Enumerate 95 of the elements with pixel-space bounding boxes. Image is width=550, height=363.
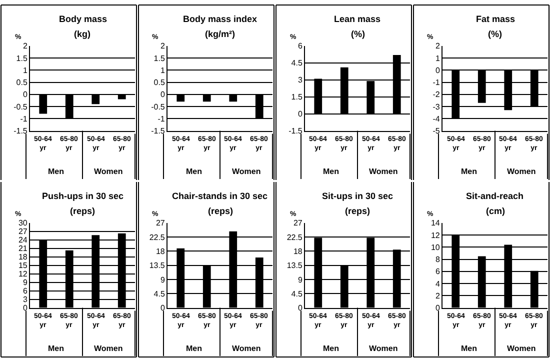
y-tick-label: -1.5 (151, 126, 166, 136)
text: Women (369, 344, 398, 353)
y-tick-label: 1.5 (291, 92, 303, 102)
y-tick-label: 8 (435, 255, 440, 264)
text: Men (461, 167, 478, 176)
text: Women (94, 344, 123, 353)
y-tick-label: 24 (18, 236, 28, 245)
text: Women (507, 167, 536, 176)
y-tick-label: 10 (430, 242, 440, 252)
y-tick-label: 0.5 (16, 78, 28, 88)
chart-title: Body mass (59, 14, 108, 24)
text: Women (94, 167, 123, 176)
chart-subtitle: (reps) (208, 206, 234, 216)
y-tick-label: 12 (430, 230, 440, 240)
y-tick-label: 0 (22, 90, 28, 100)
y-tick-label: 0 (435, 304, 440, 313)
y-tick-label: 1 (22, 66, 28, 75)
chart-subtitle: (%) (488, 29, 502, 39)
chart-title: Push-ups in 30 sec (42, 191, 124, 201)
y-tick-label: 9 (298, 275, 303, 284)
chart-subtitle: (cm) (486, 206, 506, 216)
chart-title: Lean mass (334, 14, 381, 24)
y-tick-label: 27 (18, 227, 28, 236)
y-tick-label: 0 (160, 90, 166, 100)
y-tick-label: -1 (432, 78, 440, 88)
y-tick-label: -2 (432, 90, 440, 100)
y-tick-label: 22.5 (286, 232, 303, 242)
y-tick-label: 18 (293, 247, 303, 256)
y-tick-label: 6 (298, 42, 303, 51)
y-tick-label: -1.5 (288, 126, 303, 136)
y-tick-label: 1.5 (16, 54, 28, 63)
y-tick-label: 4.5 (291, 58, 303, 68)
y-tick-label: 6 (22, 286, 28, 296)
y-tick-label: 9 (22, 278, 28, 288)
y-tick-label: 1 (435, 54, 440, 63)
y-tick-label: 9 (160, 275, 166, 284)
y-tick-label: 0.5 (154, 78, 166, 88)
y-tick-label: 3 (22, 295, 28, 304)
y-tick-label: 15 (18, 261, 28, 270)
y-tick-label: -0.5 (14, 102, 28, 112)
y-tick-label: 0 (22, 304, 28, 313)
y-tick-label: -1 (158, 114, 166, 124)
y-tick-label: 14 (430, 218, 440, 228)
y-tick-label: 27 (293, 218, 303, 228)
y-tick-label: -5 (432, 126, 440, 136)
y-tick-label: 30 (18, 218, 28, 228)
chart-subtitle: (kg/m²) (205, 29, 235, 39)
chart-subtitle: (kg) (74, 29, 90, 39)
y-tick-label: 3 (298, 76, 303, 85)
chart-title: Sit-and-reach (466, 191, 524, 201)
text: Men (461, 344, 478, 353)
y-tick-label: 1 (160, 66, 166, 75)
chart-subtitle: (reps) (345, 206, 370, 216)
y-tick-label: 0 (298, 304, 303, 313)
text: Men (186, 344, 202, 353)
y-tick-label: 0 (298, 110, 303, 119)
chart-title: Chair-stands in 30 sec (172, 191, 268, 201)
text: Women (232, 344, 261, 353)
text: Women (507, 344, 536, 353)
y-tick-label: 18 (156, 247, 166, 256)
text: Men (186, 167, 202, 176)
y-tick-label: 4 (435, 279, 440, 288)
text: Women (369, 167, 398, 176)
y-tick-label: 6 (435, 267, 440, 276)
y-tick-label: -0.5 (151, 102, 166, 112)
y-tick-label: 22.5 (149, 232, 166, 242)
y-tick-label: 2 (160, 42, 166, 51)
y-tick-label: -4 (432, 114, 440, 124)
text: Women (232, 167, 261, 176)
y-tick-label: 2 (22, 42, 28, 51)
y-tick-label: 0 (435, 66, 440, 75)
chart-title: Body mass index (183, 14, 258, 24)
y-tick-label: 2 (435, 42, 440, 51)
y-tick-label: -1.5 (14, 126, 28, 136)
y-tick-label: -1 (20, 114, 28, 124)
chart-subtitle: (%) (351, 29, 365, 39)
y-tick-label: 4.5 (154, 289, 166, 298)
text: Men (323, 344, 340, 353)
y-tick-label: 18 (18, 252, 28, 262)
chart-title: Fat mass (476, 14, 516, 24)
chart-title: Sit-ups in 30 sec (322, 191, 394, 201)
text: Men (323, 167, 340, 176)
y-tick-label: -3 (432, 102, 440, 112)
y-tick-label: 21 (18, 244, 28, 254)
text: Men (48, 344, 64, 353)
y-tick-label: 27 (156, 218, 166, 228)
y-tick-label: 1.5 (154, 54, 166, 63)
y-tick-label: 0 (160, 304, 166, 313)
y-tick-label: 4.5 (291, 289, 303, 298)
y-tick-label: 13.5 (149, 261, 166, 270)
y-tick-label: 2 (435, 291, 440, 300)
y-tick-label: 12 (18, 270, 28, 279)
text: Men (48, 167, 64, 176)
y-tick-label: 13.5 (286, 261, 303, 270)
chart-subtitle: (reps) (70, 206, 96, 216)
